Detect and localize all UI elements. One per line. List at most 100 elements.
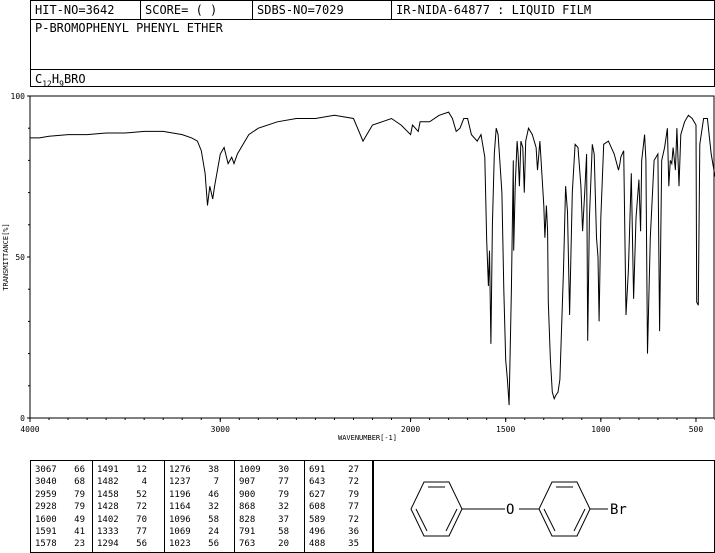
peak-transmittance: 32 xyxy=(208,502,219,513)
peak-wavenumber: 488 xyxy=(309,539,326,550)
peak-transmittance: 49 xyxy=(74,514,85,525)
peak-wavenumber: 608 xyxy=(309,502,326,513)
peak-entry: 1402 70 xyxy=(97,514,147,526)
x-tick-label: 2000 xyxy=(401,425,420,434)
peak-column: 691 27 643 72 627 79 608 77 589 72 496 36 488 35 xyxy=(305,461,374,553)
peak-transmittance: 7 xyxy=(213,477,219,488)
left-benzene-ring xyxy=(410,481,463,537)
peak-entry: 1591 41 xyxy=(35,526,85,538)
peak-transmittance: 4 xyxy=(141,477,147,488)
peak-transmittance: 79 xyxy=(278,489,289,500)
formula-h: H xyxy=(51,72,60,86)
y-tick-label: 100 xyxy=(11,92,26,101)
y-axis-label: TRANSMITTANCE[%] xyxy=(2,223,10,290)
peak-entry: 1237 7 xyxy=(169,476,219,488)
peak-entry: 1276 38 xyxy=(169,464,219,476)
peak-wavenumber: 791 xyxy=(239,527,256,537)
structure-panel: O Br xyxy=(373,460,715,553)
peak-entry: 1164 32 xyxy=(169,501,219,513)
x-axis-label: WAVENUMBER[-1] xyxy=(338,434,397,442)
peak-table: 3067 66 3040 68 2959 79 2928 79 1600 49 1591 41 1578… xyxy=(30,460,373,553)
peak-entry: 627 79 xyxy=(309,489,359,501)
peak-wavenumber: 1458 xyxy=(97,489,119,500)
peak-transmittance: 77 xyxy=(136,527,147,537)
peak-wavenumber: 1237 xyxy=(169,477,191,488)
peak-wavenumber: 2928 xyxy=(35,502,57,513)
peak-transmittance: 77 xyxy=(278,477,289,488)
peak-transmittance: 41 xyxy=(74,527,85,537)
peak-transmittance: 37 xyxy=(278,514,289,525)
peak-entry: 488 35 xyxy=(309,538,359,550)
peak-transmittance: 68 xyxy=(74,477,85,488)
peak-entry: 3040 68 xyxy=(35,476,85,488)
peak-entry: 1600 49 xyxy=(35,514,85,526)
peak-entry: 2959 79 xyxy=(35,489,85,501)
hit-no-label: HIT-NO=3642 xyxy=(31,1,141,19)
peak-entry: 1578 23 xyxy=(35,538,85,550)
x-tick-label: 500 xyxy=(689,425,704,434)
peak-entry: 763 20 xyxy=(239,538,289,550)
peak-wavenumber: 1276 xyxy=(169,465,191,475)
peak-transmittance: 52 xyxy=(136,489,147,500)
peak-wavenumber: 1600 xyxy=(35,514,57,525)
peak-wavenumber: 1069 xyxy=(169,527,191,537)
peak-wavenumber: 1578 xyxy=(35,539,57,550)
peak-transmittance: 56 xyxy=(136,539,147,550)
peak-entry: 1294 56 xyxy=(97,538,147,550)
peak-wavenumber: 1402 xyxy=(97,514,119,525)
bromine-atom-label: Br xyxy=(610,502,627,518)
peak-transmittance: 66 xyxy=(74,465,85,475)
peak-transmittance: 20 xyxy=(278,539,289,550)
peak-entry: 1009 30 xyxy=(239,464,289,476)
peak-entry: 1491 12 xyxy=(97,464,147,476)
oxygen-atom-label: O xyxy=(506,502,514,518)
peak-wavenumber: 907 xyxy=(239,477,256,488)
molecular-structure: O Br xyxy=(410,481,627,537)
peak-entry: 589 72 xyxy=(309,514,359,526)
peak-wavenumber: 691 xyxy=(309,465,326,475)
peak-wavenumber: 1009 xyxy=(239,465,261,475)
molecular-formula: C12H9BRO xyxy=(35,72,86,88)
peak-entry: 608 77 xyxy=(309,501,359,513)
peak-column: 1276 38 1237 7 1196 46 1164 32 1096 58 1069 24 1023 5… xyxy=(165,461,235,553)
peak-wavenumber: 589 xyxy=(309,514,326,525)
peak-column: 3067 66 3040 68 2959 79 2928 79 1600 49 1591 41 1578… xyxy=(31,461,93,553)
peak-wavenumber: 1591 xyxy=(35,527,57,537)
peak-entry: 907 77 xyxy=(239,476,289,488)
peak-entry: 791 58 xyxy=(239,526,289,538)
peak-entry: 828 37 xyxy=(239,514,289,526)
peak-transmittance: 27 xyxy=(348,465,359,475)
peak-entry: 691 27 xyxy=(309,464,359,476)
peak-wavenumber: 1428 xyxy=(97,502,119,513)
right-ring-double-bond-3 xyxy=(573,508,586,532)
x-tick-label: 3000 xyxy=(211,425,230,434)
peak-entry: 1096 58 xyxy=(169,514,219,526)
peak-transmittance: 58 xyxy=(208,514,219,525)
peak-wavenumber: 1333 xyxy=(97,527,119,537)
peak-transmittance: 72 xyxy=(348,514,359,525)
formula-c-sub: 12 xyxy=(42,79,52,89)
peak-entry: 1428 72 xyxy=(97,501,147,513)
plot-frame xyxy=(29,95,715,419)
peak-transmittance: 32 xyxy=(278,502,289,513)
y-tick-label: 50 xyxy=(15,253,25,262)
peak-transmittance: 72 xyxy=(136,502,147,513)
peak-entry: 1458 52 xyxy=(97,489,147,501)
y-tick-label: 0 xyxy=(20,414,25,423)
peak-transmittance: 79 xyxy=(74,489,85,500)
peak-entry: 496 36 xyxy=(309,526,359,538)
peak-entry: 643 72 xyxy=(309,476,359,488)
left-ring-double-bond-2 xyxy=(415,508,428,532)
compound-name: P-BROMOPHENYL PHENYL ETHER xyxy=(35,21,223,35)
peak-column: 1009 30 907 77 900 79 868 32 828 37 791 58 763 20 xyxy=(235,461,305,553)
peak-transmittance: 46 xyxy=(208,489,219,500)
sdbs-no-label: SDBS-NO=7029 xyxy=(253,1,392,19)
peak-wavenumber: 2959 xyxy=(35,489,57,500)
peak-transmittance: 23 xyxy=(74,539,85,550)
peak-transmittance: 24 xyxy=(208,527,219,537)
peak-column: 1491 12 1482 4 1458 52 1428 72 1402 70 1333 77 1294 5… xyxy=(93,461,165,553)
peak-transmittance: 72 xyxy=(348,477,359,488)
peak-wavenumber: 3067 xyxy=(35,465,57,475)
peak-entry: 2928 79 xyxy=(35,501,85,513)
peak-entry: 900 79 xyxy=(239,489,289,501)
